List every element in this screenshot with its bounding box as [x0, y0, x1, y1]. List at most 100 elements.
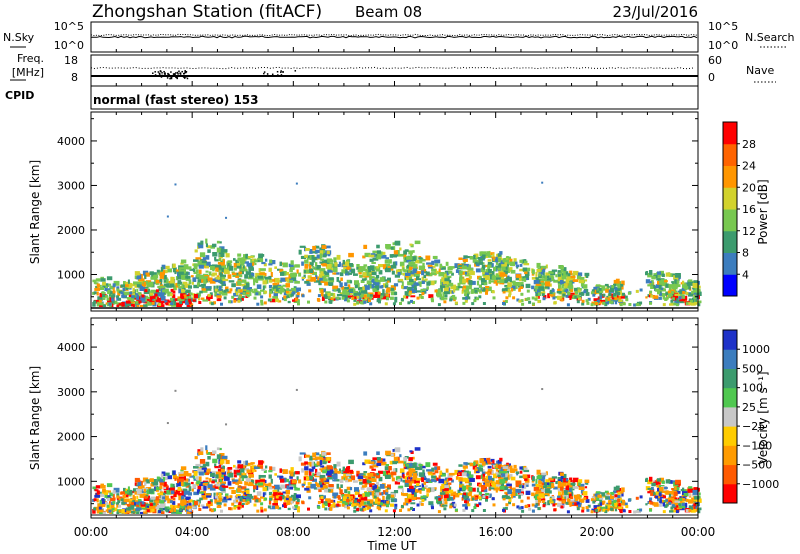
- power-cell: [525, 283, 531, 289]
- velocity-cell: [282, 469, 288, 474]
- velocity-cell: [329, 507, 333, 511]
- power-cell: [237, 299, 241, 303]
- power-cell: [463, 255, 468, 259]
- velocity-cell: [286, 485, 290, 490]
- velocity-cell: [158, 510, 162, 514]
- power-cell: [578, 297, 581, 301]
- velocity-cell: [569, 502, 572, 507]
- power-cell: [497, 280, 503, 283]
- velocity-cell: [482, 473, 485, 478]
- power-cell: [655, 288, 659, 292]
- power-cell: [476, 262, 480, 267]
- power-cell: [205, 278, 208, 283]
- power-cell: [264, 290, 268, 294]
- velocity-cell: [128, 501, 133, 506]
- power-cell: [622, 302, 626, 306]
- power-cell: [283, 272, 290, 276]
- power-cell: [356, 264, 360, 268]
- power-cell: [614, 283, 619, 286]
- power-cell: [205, 238, 208, 244]
- power-cell: [580, 277, 585, 280]
- power-cell: [364, 296, 368, 301]
- velocity-cell: [497, 459, 502, 464]
- velocity-cell: [375, 460, 380, 466]
- velocity-cell: [381, 461, 387, 466]
- power-cell: [205, 286, 211, 289]
- power-cell: [150, 276, 155, 280]
- velocity-cell: [202, 506, 209, 509]
- velocity-cell: [241, 475, 247, 478]
- velocity-cell: [596, 491, 601, 494]
- power-cell: [132, 287, 135, 293]
- velocity-cell: [687, 488, 693, 493]
- power-cell: [657, 291, 660, 295]
- velocity-cell: [93, 498, 97, 502]
- velocity-cell: [245, 460, 248, 466]
- velocity-cell: [469, 487, 476, 492]
- velocity-cell: [362, 493, 365, 498]
- velocity-cell: [663, 495, 666, 499]
- power-cell: [578, 279, 585, 284]
- velocity-cell: [467, 492, 472, 497]
- velocity-cell: [578, 504, 581, 507]
- power-cell: [535, 287, 539, 293]
- velocity-cell: [93, 507, 97, 511]
- power-cell: [581, 302, 585, 306]
- velocity-cell: [437, 510, 441, 514]
- power-cell: [688, 293, 693, 297]
- velocity-cell: [322, 457, 325, 461]
- power-cell: [357, 268, 364, 273]
- velocity-cell: [396, 456, 400, 461]
- velocity-cell: [547, 482, 554, 487]
- velocity-cell: [598, 508, 602, 512]
- power-cell: [484, 272, 490, 276]
- power-cell: [447, 287, 451, 292]
- velocity-cell: [647, 491, 651, 494]
- power-cell: [94, 288, 101, 291]
- velocity-cell: [173, 507, 176, 512]
- velocity-cell: [285, 497, 289, 501]
- velocity-cell: [591, 508, 595, 512]
- power-cell: [485, 291, 488, 295]
- velocity-cell: [149, 506, 153, 509]
- power-cell: [163, 280, 167, 283]
- velocity-cell: [159, 488, 163, 493]
- velocity-cell: [515, 484, 521, 488]
- velocity-cell: [202, 463, 206, 468]
- power-cell: [474, 261, 478, 265]
- power-cell: [373, 288, 377, 292]
- power-cell: [616, 296, 622, 300]
- power-cell: [151, 301, 155, 305]
- power-cell: [436, 270, 439, 275]
- power-cell: [318, 274, 323, 278]
- power-cell: [439, 263, 443, 269]
- velocity-cell: [650, 501, 654, 505]
- power-cell: [187, 266, 192, 270]
- velocity-cell: [303, 476, 310, 481]
- velocity-cell: [378, 470, 384, 474]
- velocity-cell: [320, 484, 325, 488]
- power-cell: [502, 302, 505, 305]
- power-cell: [510, 269, 516, 274]
- power-cell: [233, 299, 237, 303]
- velocity-cell: [212, 450, 217, 454]
- velocity-cell: [293, 493, 297, 496]
- velocity-cell: [280, 478, 285, 483]
- power-cell: [521, 302, 525, 306]
- power-cell: [406, 257, 411, 263]
- power-cell: [312, 266, 315, 270]
- velocity-cell: [493, 473, 497, 479]
- power-cell: [144, 289, 148, 293]
- power-cell: [356, 267, 359, 270]
- power-cell: [216, 293, 221, 297]
- power-cell: [504, 300, 508, 303]
- velocity-cell: [185, 484, 191, 488]
- velocity-cell: [358, 477, 362, 482]
- power-cell: [544, 275, 547, 280]
- velocity-cell: [696, 507, 702, 511]
- velocity-cell: [133, 488, 139, 493]
- power-cell: [408, 275, 413, 280]
- power-cell: [694, 289, 700, 293]
- power-cell: [410, 295, 416, 298]
- velocity-cell: [364, 496, 368, 501]
